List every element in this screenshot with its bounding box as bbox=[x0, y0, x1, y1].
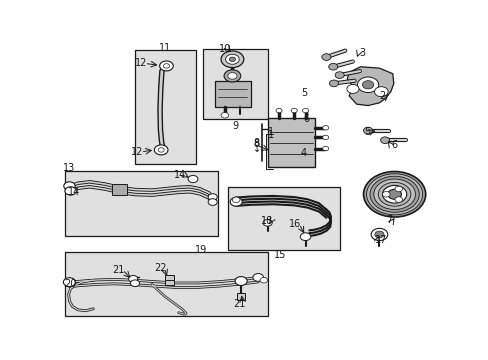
Circle shape bbox=[221, 51, 244, 68]
Bar bbox=[164, 280, 173, 285]
Text: 12: 12 bbox=[134, 58, 146, 68]
Text: 10: 10 bbox=[218, 44, 230, 54]
Circle shape bbox=[260, 278, 267, 283]
Text: 18: 18 bbox=[260, 216, 272, 226]
Circle shape bbox=[321, 54, 330, 60]
Circle shape bbox=[63, 278, 75, 287]
Circle shape bbox=[221, 112, 228, 118]
Circle shape bbox=[275, 108, 282, 113]
Circle shape bbox=[366, 174, 422, 215]
Circle shape bbox=[227, 73, 237, 79]
Circle shape bbox=[252, 274, 263, 281]
Circle shape bbox=[362, 81, 373, 89]
Text: ↓: ↓ bbox=[252, 144, 260, 153]
Circle shape bbox=[374, 231, 383, 238]
Text: 1: 1 bbox=[267, 127, 273, 137]
Bar bbox=[227, 187, 339, 250]
Text: 4: 4 bbox=[300, 148, 306, 158]
Circle shape bbox=[263, 220, 272, 226]
Circle shape bbox=[373, 179, 415, 210]
Text: 14: 14 bbox=[174, 170, 186, 180]
Circle shape bbox=[290, 108, 297, 113]
Circle shape bbox=[130, 280, 139, 287]
Circle shape bbox=[232, 197, 240, 203]
Circle shape bbox=[322, 126, 328, 130]
Circle shape bbox=[322, 146, 328, 151]
Circle shape bbox=[235, 276, 247, 285]
Circle shape bbox=[154, 145, 168, 155]
Text: 20: 20 bbox=[64, 279, 77, 288]
Circle shape bbox=[159, 61, 173, 71]
Text: 13: 13 bbox=[63, 163, 76, 174]
Circle shape bbox=[346, 85, 358, 93]
Text: 12: 12 bbox=[130, 147, 143, 157]
Text: 1: 1 bbox=[267, 130, 273, 140]
Text: 6: 6 bbox=[391, 140, 397, 150]
Text: 16: 16 bbox=[288, 219, 301, 229]
Bar bbox=[203, 49, 267, 120]
Text: 22: 22 bbox=[154, 263, 166, 273]
Circle shape bbox=[188, 175, 198, 183]
Text: 7: 7 bbox=[386, 215, 392, 225]
Circle shape bbox=[65, 187, 76, 195]
Text: 6: 6 bbox=[303, 114, 309, 123]
Text: 8: 8 bbox=[253, 139, 259, 149]
Circle shape bbox=[369, 176, 418, 212]
Text: 21: 21 bbox=[233, 299, 245, 309]
Polygon shape bbox=[346, 67, 393, 105]
Circle shape bbox=[224, 70, 240, 82]
Circle shape bbox=[394, 197, 402, 202]
Text: 3: 3 bbox=[359, 48, 365, 58]
Circle shape bbox=[374, 87, 387, 97]
Text: 11: 11 bbox=[159, 43, 171, 53]
Bar bbox=[65, 171, 218, 236]
Bar bbox=[214, 81, 250, 107]
Text: 15: 15 bbox=[273, 250, 286, 260]
Bar bbox=[267, 118, 314, 167]
Circle shape bbox=[357, 77, 378, 93]
Text: 14: 14 bbox=[68, 186, 81, 197]
Text: 8: 8 bbox=[253, 138, 259, 148]
Circle shape bbox=[63, 182, 75, 190]
Text: 5: 5 bbox=[364, 127, 370, 137]
Text: 17: 17 bbox=[374, 235, 387, 245]
Circle shape bbox=[230, 197, 242, 206]
Circle shape bbox=[128, 275, 138, 282]
Circle shape bbox=[329, 80, 338, 87]
Bar bbox=[65, 252, 267, 316]
Circle shape bbox=[163, 64, 169, 68]
Text: 19: 19 bbox=[195, 245, 207, 255]
Bar bbox=[164, 275, 173, 281]
Circle shape bbox=[300, 233, 310, 240]
Circle shape bbox=[208, 199, 217, 205]
Text: 9: 9 bbox=[232, 121, 238, 131]
Bar bbox=[112, 184, 127, 195]
Circle shape bbox=[380, 137, 389, 144]
Text: 2: 2 bbox=[379, 91, 385, 102]
Circle shape bbox=[302, 108, 308, 113]
Circle shape bbox=[382, 185, 406, 203]
Circle shape bbox=[229, 57, 235, 62]
Bar bbox=[237, 293, 244, 300]
Circle shape bbox=[363, 127, 372, 134]
Circle shape bbox=[378, 183, 410, 206]
Circle shape bbox=[328, 63, 337, 70]
Circle shape bbox=[382, 192, 389, 197]
Circle shape bbox=[158, 148, 164, 152]
Text: 21: 21 bbox=[112, 265, 124, 275]
Circle shape bbox=[370, 228, 387, 240]
Bar bbox=[135, 50, 195, 164]
Circle shape bbox=[363, 172, 425, 217]
Circle shape bbox=[208, 194, 217, 201]
Circle shape bbox=[387, 189, 401, 199]
Circle shape bbox=[334, 72, 344, 78]
Circle shape bbox=[322, 135, 328, 140]
Text: 5: 5 bbox=[301, 87, 307, 98]
Circle shape bbox=[394, 186, 402, 192]
Circle shape bbox=[225, 54, 239, 64]
